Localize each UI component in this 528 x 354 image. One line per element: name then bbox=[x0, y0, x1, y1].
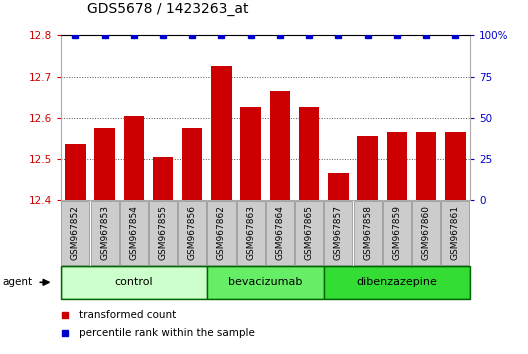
Text: GSM967863: GSM967863 bbox=[246, 205, 255, 260]
Bar bbox=[153, 157, 173, 200]
Text: transformed count: transformed count bbox=[79, 309, 176, 320]
Text: GSM967864: GSM967864 bbox=[276, 205, 285, 260]
Bar bbox=[383, 201, 411, 265]
Bar bbox=[95, 128, 115, 200]
Text: GSM967855: GSM967855 bbox=[158, 205, 167, 260]
Text: agent: agent bbox=[3, 277, 33, 287]
Text: GSM967861: GSM967861 bbox=[451, 205, 460, 260]
Text: GSM967857: GSM967857 bbox=[334, 205, 343, 260]
Bar bbox=[124, 116, 144, 200]
Bar bbox=[445, 132, 466, 200]
Bar bbox=[386, 132, 407, 200]
Text: GSM967865: GSM967865 bbox=[305, 205, 314, 260]
Bar bbox=[149, 201, 177, 265]
Bar bbox=[208, 201, 235, 265]
Bar bbox=[295, 201, 323, 265]
Bar bbox=[266, 201, 294, 265]
Text: dibenzazepine: dibenzazepine bbox=[356, 277, 437, 287]
Text: GSM967852: GSM967852 bbox=[71, 205, 80, 260]
Text: bevacizumab: bevacizumab bbox=[228, 277, 303, 287]
Bar bbox=[237, 201, 265, 265]
Text: percentile rank within the sample: percentile rank within the sample bbox=[79, 328, 255, 338]
Bar bbox=[211, 66, 232, 200]
Bar bbox=[328, 173, 348, 200]
Bar bbox=[324, 201, 352, 265]
Bar bbox=[357, 136, 378, 200]
Bar bbox=[207, 266, 324, 299]
Bar bbox=[90, 201, 119, 265]
Bar bbox=[61, 201, 89, 265]
Bar bbox=[324, 266, 470, 299]
Bar bbox=[61, 266, 207, 299]
Bar bbox=[299, 107, 319, 200]
Text: GSM967858: GSM967858 bbox=[363, 205, 372, 260]
Bar bbox=[412, 201, 440, 265]
Text: GDS5678 / 1423263_at: GDS5678 / 1423263_at bbox=[87, 2, 249, 16]
Bar bbox=[182, 128, 202, 200]
Text: control: control bbox=[115, 277, 153, 287]
Text: GSM967853: GSM967853 bbox=[100, 205, 109, 260]
Bar bbox=[65, 144, 86, 200]
Text: GSM967856: GSM967856 bbox=[188, 205, 197, 260]
Text: GSM967854: GSM967854 bbox=[129, 205, 138, 260]
Bar bbox=[240, 107, 261, 200]
Bar bbox=[441, 201, 469, 265]
Text: GSM967859: GSM967859 bbox=[392, 205, 401, 260]
Bar bbox=[120, 201, 148, 265]
Text: GSM967860: GSM967860 bbox=[421, 205, 430, 260]
Bar bbox=[178, 201, 206, 265]
Bar bbox=[354, 201, 382, 265]
Bar bbox=[416, 132, 436, 200]
Bar bbox=[270, 91, 290, 200]
Text: GSM967862: GSM967862 bbox=[217, 205, 226, 260]
